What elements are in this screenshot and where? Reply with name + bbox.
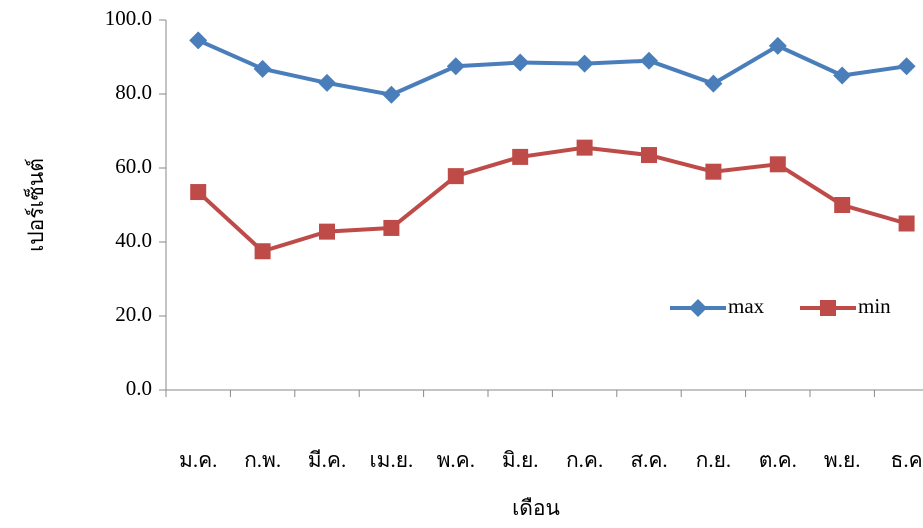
data-point [640,51,658,70]
y-tick-label: 40.0 [115,228,152,252]
data-point [898,215,915,232]
data-point [318,73,336,92]
data-point [254,243,271,260]
data-point [769,156,786,173]
data-point [511,53,530,72]
data-point [897,57,916,76]
y-tick-label: 80.0 [115,80,152,104]
data-point [190,184,207,201]
data-point [575,54,594,73]
y-tick-label: 100.0 [105,6,152,30]
series-line [197,38,907,97]
y-tick-label: 60.0 [115,154,152,178]
data-point [446,57,465,76]
data-point [319,223,335,240]
data-point [705,163,722,180]
y-tick-label: 20.0 [115,302,152,326]
legend-marker [820,300,836,316]
data-point [382,85,401,104]
data-point [576,139,593,156]
x-tick-label: ต.ค. [759,448,797,472]
x-tick-label: ม.ค. [179,448,217,472]
x-tick-label: พ.ย. [824,448,861,472]
data-point [641,147,657,164]
x-tick-label: เม.ย. [369,448,413,472]
x-tick-label: มิ.ย. [502,448,539,472]
data-point [189,31,208,50]
y-axis-label: เปอร์เซ็นต์ [22,158,48,252]
data-point [447,168,464,185]
legend-marker [689,299,707,317]
data-point [834,197,851,213]
x-tick-label: ก.ย. [696,448,732,472]
legend-label: max [728,294,765,318]
data-point [253,59,272,78]
x-tick-label: ก.ค. [566,448,603,472]
y-tick-label: 0.0 [126,376,152,400]
data-point [383,219,400,236]
data-point [512,148,529,165]
series-line [196,145,908,254]
legend-label: min [858,294,891,318]
x-tick-label: ก.พ. [244,448,281,472]
data-point [768,36,787,55]
x-tick-label: ส.ค. [630,448,667,472]
x-axis-label: เดือน [512,496,560,520]
data-point [704,74,723,93]
x-tick-label: ธ.ค [891,448,923,472]
data-point [833,66,852,85]
x-tick-label: มี.ค. [308,448,346,472]
x-tick-label: พ.ค. [437,448,475,472]
